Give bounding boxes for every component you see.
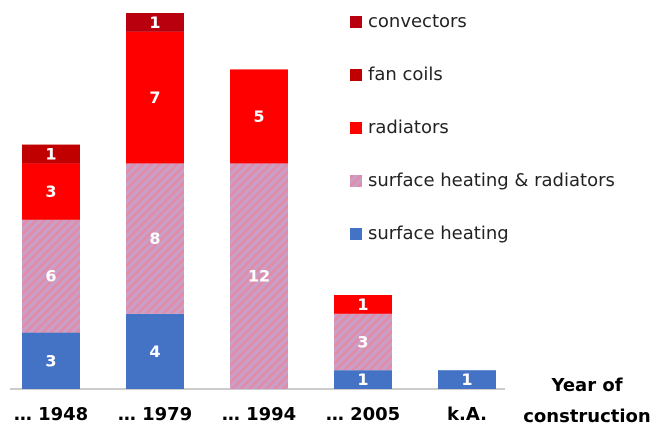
legend-text: surface heating — [368, 223, 509, 244]
segment-label: 1 — [461, 370, 472, 389]
segment-label: 3 — [45, 351, 56, 370]
x-axis-label: Year of construction — [523, 375, 651, 427]
legend-swatch — [350, 175, 362, 187]
segment-label: 12 — [248, 267, 270, 286]
bar-segment — [126, 31, 184, 164]
bar-segment — [22, 144, 80, 164]
legend-text: radiators — [368, 117, 449, 138]
bar-segment — [126, 13, 184, 32]
legend-text: fan coils — [368, 64, 443, 85]
legend-swatch — [350, 122, 362, 134]
x-tick-label: … 1994 — [222, 404, 296, 425]
bar-segment — [334, 295, 392, 314]
bar-segment — [334, 313, 392, 371]
bar-segment — [230, 69, 288, 164]
legend-text: surface heating & radiators — [368, 170, 615, 191]
bar-segment — [334, 370, 392, 389]
segment-label: 5 — [253, 107, 264, 126]
legend-text: convectors — [368, 11, 467, 32]
x-tick-label: k.A. — [447, 404, 487, 425]
segment-label: 6 — [45, 267, 56, 286]
legend-swatch — [350, 16, 362, 28]
segment-label: 1 — [357, 370, 368, 389]
bar-segment — [230, 163, 288, 389]
segment-label: 1 — [357, 295, 368, 314]
segment-label: 7 — [149, 88, 160, 107]
bar-segment — [126, 163, 184, 314]
x-tick-label: … 2005 — [326, 404, 400, 425]
legend-swatch — [350, 69, 362, 81]
x-tick-label: … 1979 — [118, 404, 192, 425]
segment-label: 8 — [149, 229, 160, 248]
x-tick-label: … 1948 — [14, 404, 88, 425]
bar-segment — [22, 219, 80, 333]
segment-label: 1 — [45, 145, 56, 164]
segment-label: 4 — [149, 342, 160, 361]
bar-segment — [22, 163, 80, 220]
segment-label: 3 — [45, 182, 56, 201]
bar-segment — [438, 370, 496, 389]
segment-label: 1 — [149, 13, 160, 32]
bar-segment — [22, 332, 80, 389]
segment-label: 3 — [357, 333, 368, 352]
bar-segment — [126, 313, 184, 389]
legend-swatch — [350, 228, 362, 240]
